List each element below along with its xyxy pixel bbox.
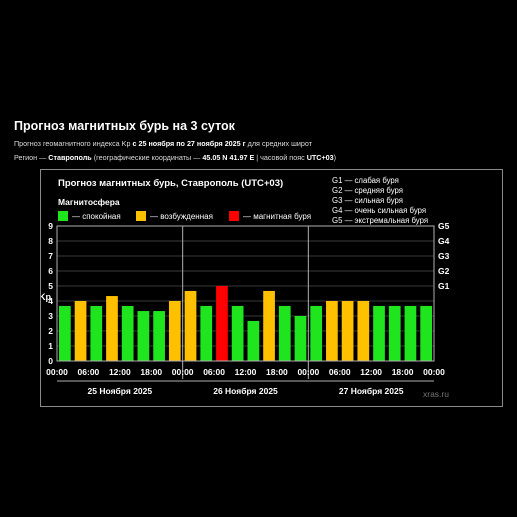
y-tick-3: 3	[48, 311, 53, 321]
chart-frame: Прогноз магнитных бурь, Ставрополь (UTC+…	[39, 169, 503, 407]
g-tick-2: G2	[438, 266, 450, 276]
forecast-period-line: Прогноз геомагнитного индекса Kp с 25 но…	[14, 139, 312, 148]
bar-23	[420, 305, 432, 361]
g-tick-3: G3	[438, 251, 450, 261]
legend-swatch-0	[58, 211, 68, 221]
y-tick-0: 0	[48, 356, 53, 366]
bar-6	[153, 311, 165, 361]
kp-forecast-chart: Прогноз магнитных бурь, Ставрополь (UTC+…	[39, 176, 450, 399]
x-tick-9: 06:00	[329, 367, 351, 377]
bar-5	[137, 311, 150, 361]
bar-8	[184, 290, 197, 361]
period-suffix: для средних широт	[247, 139, 313, 148]
page-title: Прогноз магнитных бурь на 3 суток	[14, 119, 235, 133]
y-tick-5: 5	[48, 281, 53, 291]
x-tick-3: 18:00	[140, 367, 162, 377]
x-tick-8: 00:00	[297, 367, 319, 377]
bar-20	[373, 305, 385, 361]
bar-0	[59, 305, 71, 361]
g-scale-item-1: G1 — слабая буря	[332, 176, 399, 185]
legend-label-1: — возбужденная	[150, 212, 213, 221]
x-tick-4: 00:00	[172, 367, 194, 377]
region-line: Регион — Ставрополь (географические коор…	[14, 153, 336, 162]
x-tick-12: 00:00	[423, 367, 445, 377]
legend-swatch-1	[136, 211, 146, 221]
y-tick-7: 7	[48, 251, 53, 261]
day-label-2: 27 Ноября 2025	[339, 386, 404, 396]
g-scale-item-3: G3 — сильная буря	[332, 196, 403, 205]
region-timezone: UTC+03	[306, 153, 334, 162]
chart-title: Прогноз магнитных бурь, Ставрополь (UTC+…	[58, 178, 283, 189]
region-coords: 45.05 N 41.97 E	[202, 153, 255, 162]
watermark: xras.ru	[423, 389, 449, 399]
coords-prefix: (географические координаты —	[93, 153, 201, 162]
bar-19	[357, 301, 370, 361]
x-tick-11: 18:00	[392, 367, 414, 377]
g-tick-4: G4	[438, 236, 450, 246]
x-tick-0: 00:00	[46, 367, 68, 377]
y-axis-label: Kp	[41, 292, 51, 302]
bar-15	[294, 316, 307, 361]
g-scale-item-4: G4 — очень сильная буря	[332, 206, 426, 215]
legend-label-2: — магнитная буря	[243, 212, 311, 221]
bar-11	[231, 305, 244, 361]
bar-10	[216, 286, 228, 361]
y-tick-8: 8	[48, 236, 53, 246]
g-scale-item-2: G2 — средняя буря	[332, 186, 403, 195]
region-close: )	[333, 153, 337, 162]
x-tick-10: 12:00	[360, 367, 382, 377]
x-tick-5: 06:00	[203, 367, 225, 377]
y-tick-6: 6	[48, 266, 53, 276]
y-tick-2: 2	[48, 326, 53, 336]
day-label-1: 26 Ноября 2025	[213, 386, 278, 396]
region-name: Ставрополь	[48, 153, 92, 162]
bar-18	[341, 301, 354, 361]
bar-2	[90, 305, 103, 361]
plot-border	[56, 225, 435, 362]
bar-16	[310, 305, 323, 361]
bar-4	[121, 305, 134, 361]
bar-1	[74, 301, 87, 361]
bar-3	[106, 296, 118, 361]
bar-13	[263, 290, 275, 361]
g-tick-5: G5	[438, 221, 450, 231]
bar-12	[247, 320, 260, 361]
bar-9	[200, 305, 213, 361]
g-scale-item-5: G5 — экстремальная буря	[332, 216, 428, 225]
bar-21	[388, 305, 401, 361]
legend: — спокойная — возбужденная — магнитная бур…	[58, 211, 311, 221]
x-tick-1: 06:00	[78, 367, 100, 377]
bar-7	[168, 301, 181, 361]
bar-14	[278, 305, 291, 361]
y-tick-1: 1	[48, 341, 53, 351]
x-tick-6: 12:00	[235, 367, 257, 377]
g-tick-1: G1	[438, 281, 450, 291]
legend-label-0: — спокойная	[72, 212, 121, 221]
region-prefix: Регион —	[14, 153, 47, 162]
period-dates: с 25 ноября по 27 ноября 2025 г	[132, 139, 246, 148]
day-label-0: 25 Ноября 2025	[88, 386, 153, 396]
period-prefix: Прогноз геомагнитного индекса Kp	[14, 139, 131, 148]
y-tick-4: 4	[48, 296, 53, 306]
axes: 0 1 2 3 4 5 6 7 8 9 G1 G2 G3 G4 G5 00:00 06:00 12:00 18:00…	[46, 221, 449, 396]
x-tick-2: 12:00	[109, 367, 131, 377]
tz-prefix: | часовой пояс	[256, 153, 305, 162]
bar-17	[326, 301, 338, 361]
bar-22	[404, 305, 417, 361]
legend-title: Магнитосфера	[58, 197, 120, 207]
bars	[59, 286, 432, 361]
y-tick-9: 9	[48, 221, 53, 231]
x-tick-7: 18:00	[266, 367, 288, 377]
legend-swatch-2	[229, 211, 239, 221]
